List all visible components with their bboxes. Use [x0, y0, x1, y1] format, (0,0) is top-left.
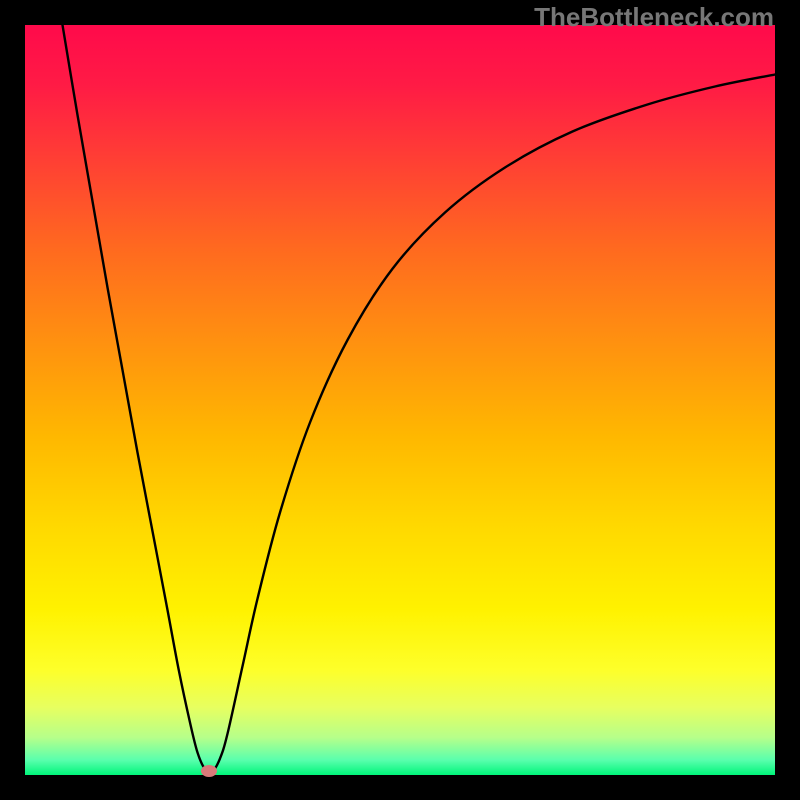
bottleneck-curve — [63, 25, 776, 772]
curve-layer — [25, 25, 775, 775]
chart-frame: TheBottleneck.com — [0, 0, 800, 800]
plot-area — [25, 25, 775, 775]
optimum-point-marker — [201, 765, 217, 777]
watermark-text: TheBottleneck.com — [534, 2, 774, 33]
